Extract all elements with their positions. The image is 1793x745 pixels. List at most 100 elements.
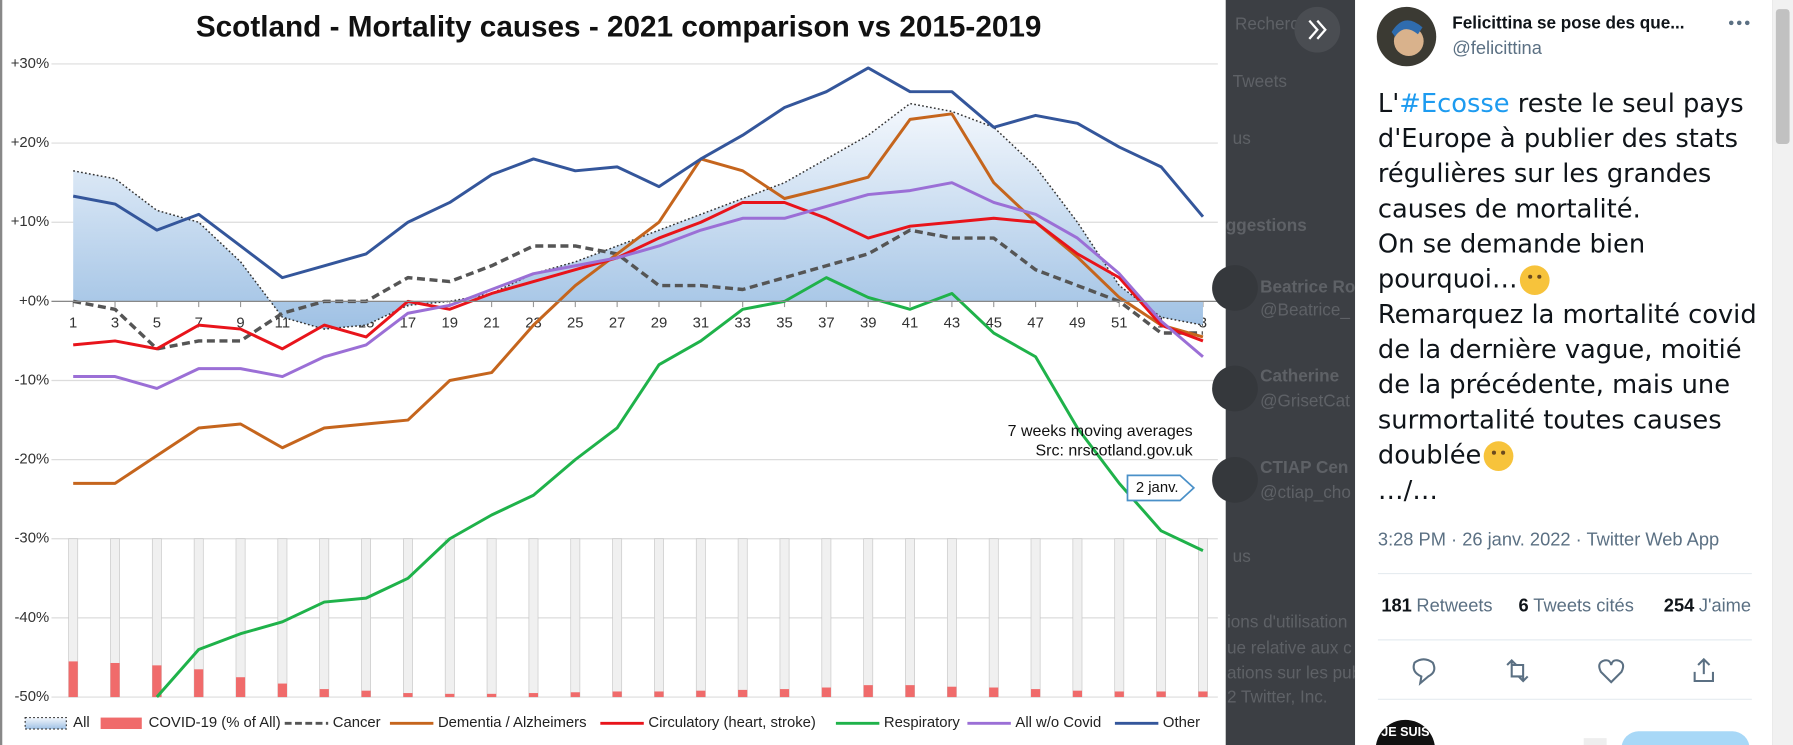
like-icon[interactable] [1598, 659, 1625, 684]
y-tick-label: +30% [11, 56, 49, 72]
reply-icon[interactable] [1412, 658, 1436, 686]
legend-label: Dementia / Alzheimers [438, 715, 587, 731]
bar [821, 687, 831, 698]
bar-track [737, 538, 748, 698]
line [73, 200, 1204, 351]
bar [989, 687, 999, 698]
legend: All COVID-19 (% of All) Cancer Dementia / A… [24, 715, 1200, 731]
timestamp[interactable]: 3:28 PM · 26 janv. 2022 · Twitter Web Ap… [1378, 528, 1719, 549]
button[interactable] [1621, 731, 1750, 745]
bar [863, 685, 873, 698]
background-text: us [1233, 546, 1251, 566]
bar-track [821, 538, 832, 698]
bar [738, 689, 748, 698]
bar-track [1072, 538, 1083, 698]
series-layer [68, 66, 1208, 698]
x-tick-label: 1 [69, 315, 77, 331]
line [73, 181, 1204, 390]
bar [1198, 691, 1208, 698]
bar [277, 683, 287, 698]
bar-track [612, 538, 623, 698]
bar [570, 692, 580, 698]
bar-track [486, 538, 497, 698]
area [73, 103, 1203, 330]
emoji [1483, 441, 1514, 471]
emoji-eye [1501, 450, 1506, 455]
background-text: Catherine [1260, 366, 1339, 386]
tweet-line: L'#Ecosse reste le seul pays [1378, 88, 1744, 118]
background-text: ggestions [1226, 215, 1307, 235]
callout-box [1126, 474, 1196, 502]
more-menu[interactable] [1728, 20, 1750, 26]
stat-count: 181 [1381, 595, 1411, 616]
legend-label: Cancer [333, 715, 381, 731]
stat-label[interactable]: J'aime [1699, 595, 1751, 616]
share-icon[interactable] [1693, 657, 1714, 683]
y-tick-label: -30% [15, 531, 50, 547]
bar-track [946, 538, 957, 698]
annotation: Src: nrscotland.gov.uk [1035, 443, 1193, 460]
bar [1114, 691, 1124, 698]
bar-track [277, 538, 288, 698]
background-text: @Beatrice_ [1260, 299, 1350, 319]
bar [947, 686, 957, 698]
background-text: CTIAP Cen [1260, 457, 1348, 477]
legend-label: All w/o Covid [1015, 715, 1101, 731]
tweet-line: régulières sur les grandes [1378, 159, 1711, 189]
x-tick-label: 17 [400, 315, 417, 331]
x-tick-label: 19 [442, 315, 459, 331]
legend-swatch [100, 717, 142, 730]
x-tick-label: 31 [693, 315, 710, 331]
avatar-turban [1391, 20, 1423, 37]
y-tick-label: -40% [15, 610, 50, 626]
bottom-avatar[interactable] [1375, 719, 1435, 745]
x-tick-label: 37 [818, 315, 835, 331]
bar [1031, 689, 1041, 698]
annotation: 2 janv. [1136, 480, 1179, 496]
bar [1072, 690, 1083, 698]
x-tick-label: 7 [195, 315, 203, 331]
background-text: ue relative aux c [1227, 638, 1352, 658]
expand-icon [1308, 19, 1327, 40]
y-tick-label: -20% [15, 452, 50, 468]
tweet-text: d'Europe à publier des stats régulières s… [1378, 124, 1757, 506]
tweet-line: …/… [1378, 476, 1438, 506]
bar-track [528, 538, 539, 698]
emoji [1519, 265, 1550, 296]
scrollbar-thumb[interactable] [1775, 9, 1790, 144]
bar [612, 691, 622, 698]
tweet-line: d'Europe à publier des stats [1378, 124, 1738, 154]
actions [1412, 657, 1714, 686]
bar-track [1030, 538, 1041, 698]
bar-track [403, 538, 413, 698]
line [72, 228, 1203, 351]
x-tick-label: 41 [902, 315, 919, 331]
y-tick-label: -50% [15, 689, 50, 705]
bar-track [1156, 538, 1167, 698]
x-tick-label: 9 [236, 315, 244, 331]
retweet-icon[interactable] [1506, 658, 1529, 683]
bar [194, 669, 204, 698]
y-tick-label: +10% [11, 214, 49, 230]
tweet-line: pourquoi… [1378, 265, 1518, 295]
bar [654, 691, 664, 698]
bar [319, 689, 329, 698]
avatar [1212, 365, 1258, 412]
stat-label[interactable]: Tweets cités [1533, 595, 1634, 616]
x-tick-label: 25 [567, 315, 584, 331]
x-tick-label: 43 [944, 315, 961, 331]
bar-track [1198, 538, 1208, 698]
author-handle[interactable]: @felicittina [1452, 37, 1542, 58]
stat-label[interactable]: Retweets [1416, 595, 1492, 616]
bar-track [235, 538, 246, 698]
bar [68, 661, 78, 698]
y-tick-label: +20% [11, 135, 49, 151]
bar-track [319, 538, 330, 698]
x-tick-label: 3 [111, 315, 119, 331]
x-tick-label: 33 [734, 315, 751, 331]
author-name[interactable]: Felicittina se pose des que... [1452, 13, 1684, 33]
tweet-line: de la précédente, mais une [1378, 370, 1730, 400]
bar-track [779, 538, 790, 698]
placeholder [1583, 738, 1607, 745]
hashtag[interactable]: #Ecosse [1399, 88, 1509, 118]
